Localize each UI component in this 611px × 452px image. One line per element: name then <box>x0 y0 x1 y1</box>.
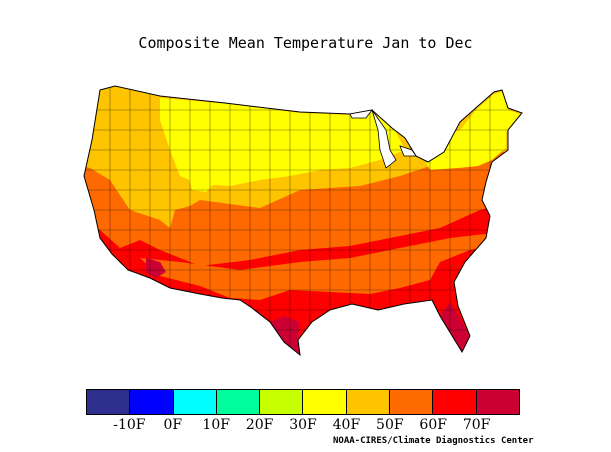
band-40f-rockies <box>186 162 216 192</box>
legend-label: 40F <box>332 417 361 433</box>
legend-label: -10F <box>113 417 146 433</box>
credit-text: NOAA-CIRES/Climate Diagnostics Center <box>333 436 534 446</box>
legend-swatch-1 <box>130 390 174 414</box>
legend-label: 70F <box>462 417 491 433</box>
band-80f-florida <box>440 302 470 352</box>
legend-swatch-6 <box>346 390 391 414</box>
legend-swatch-9 <box>476 390 519 414</box>
legend-swatch-5 <box>303 390 347 414</box>
band-80f-desert <box>146 258 166 278</box>
color-legend-bar <box>86 389 520 415</box>
legend-swatch-3 <box>216 390 261 414</box>
band-40f <box>160 98 405 186</box>
lake-michigan <box>371 109 397 169</box>
legend-label: 50F <box>376 417 404 433</box>
legend-label: 30F <box>289 417 317 433</box>
map-title: Composite Mean Temperature Jan to Dec <box>138 34 473 52</box>
lake-huron <box>399 145 417 157</box>
color-legend-labels: -10F 0F 10F 20F 30F 40F 50F 60F 70F <box>0 417 611 435</box>
legend-label: 10F <box>202 417 230 433</box>
legend-label: 60F <box>419 417 447 433</box>
legend-swatch-7 <box>390 390 434 414</box>
legend-swatch-2 <box>173 390 217 414</box>
legend-label: 0F <box>163 417 183 433</box>
legend-swatch-8 <box>433 390 477 414</box>
legend-swatch-0 <box>87 390 131 414</box>
legend-swatch-4 <box>260 390 304 414</box>
band-80f-texas <box>270 316 300 355</box>
legend-label: 20F <box>245 417 274 433</box>
lake-superior <box>349 109 373 119</box>
